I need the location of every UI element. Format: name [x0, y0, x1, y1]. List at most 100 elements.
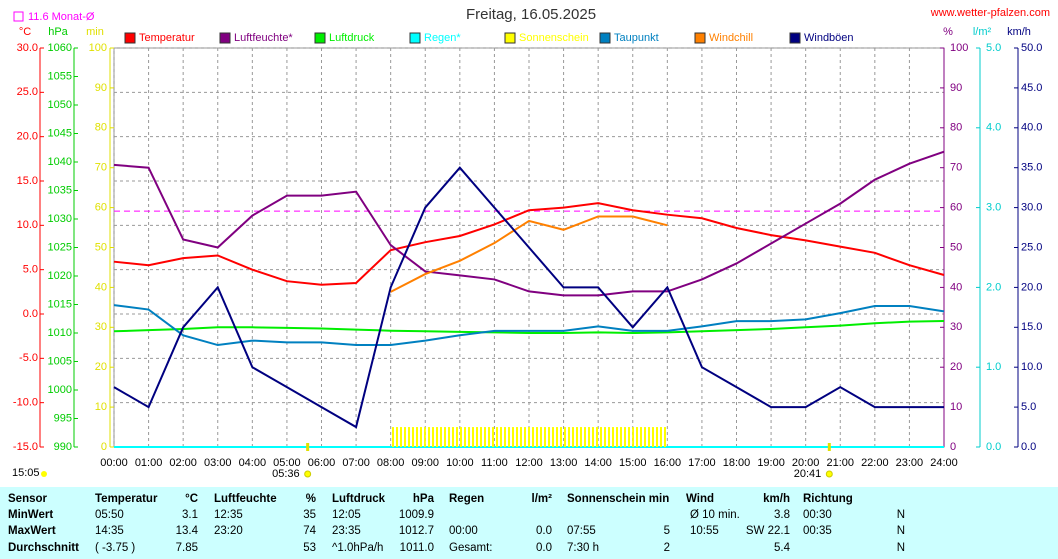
axis-unit: min: [86, 26, 104, 38]
y-tick-label: 30: [95, 321, 107, 333]
x-tick-label: 04:00: [239, 457, 267, 469]
table-header: Luftdruck: [332, 493, 386, 505]
y-tick-label: 30.0: [1021, 202, 1042, 214]
table-cell: 1009.9: [399, 509, 434, 521]
table-cell: N: [897, 542, 905, 554]
legend-swatch: [789, 32, 801, 44]
x-tick-label: 23:00: [896, 457, 924, 469]
table-cell: N: [897, 509, 905, 521]
table-cell: 35: [303, 509, 316, 521]
x-tick-label: 05:00: [273, 457, 301, 469]
y-tick-label: 20: [95, 361, 107, 373]
y-tick-label: 10.0: [17, 219, 38, 231]
y-tick-label: 5.0: [1021, 401, 1036, 413]
table-header: %: [306, 493, 316, 505]
axis-unit: l/m²: [973, 26, 992, 38]
y-tick-label: 70: [95, 162, 107, 174]
legend-swatch: [504, 32, 516, 44]
mean-legend-box: [13, 11, 24, 22]
y-tick-label: 90: [95, 82, 107, 94]
y-tick-label: -15.0: [13, 441, 38, 453]
sunshine-bar: [425, 427, 460, 447]
y-tick-label: 1030: [48, 213, 72, 225]
x-tick-label: 00:00: [100, 457, 128, 469]
x-tick-label: 07:00: [342, 457, 370, 469]
table-cell: 10:55: [690, 525, 719, 537]
sunshine-bar: [390, 427, 426, 447]
y-tick-label: 10: [95, 401, 107, 413]
legend-label: Luftdruck: [329, 32, 375, 44]
y-tick-label: 20.0: [17, 131, 38, 143]
table-cell: ( -3.75 ): [95, 542, 135, 554]
series-line: [390, 215, 668, 293]
y-tick-label: 100: [89, 42, 107, 54]
table-header: Luftfeuchte: [214, 493, 277, 505]
table-header: Wind: [686, 493, 714, 505]
y-tick-label: 25.0: [1021, 241, 1042, 253]
y-tick-label: 1015: [48, 298, 72, 310]
legend-label: Windchill: [709, 32, 753, 44]
y-tick-label: 30.0: [17, 42, 38, 54]
x-tick-label: 24:00: [930, 457, 958, 469]
y-tick-label: 1025: [48, 241, 72, 253]
table-cell: Ø 10 min.: [690, 509, 740, 521]
table-cell: 00:00: [449, 525, 478, 537]
y-tick-label: 50.0: [1021, 42, 1042, 54]
x-tick-label: 14:00: [584, 457, 612, 469]
y-tick-label: 0: [101, 441, 107, 453]
sun-icon: [825, 470, 833, 478]
table-header: °C: [185, 493, 198, 505]
y-tick-label: 2.0: [986, 281, 1001, 293]
x-tick-label: 06:00: [308, 457, 336, 469]
x-tick-label: 08:00: [377, 457, 405, 469]
axis-unit: %: [943, 26, 953, 38]
x-tick-label: 03:00: [204, 457, 232, 469]
table-cell: Gesamt:: [449, 542, 492, 554]
y-tick-label: 80: [95, 122, 107, 134]
table-cell: 1012.7: [399, 525, 434, 537]
x-tick-label: 20:00: [792, 457, 820, 469]
table-cell: 1011.0: [400, 542, 434, 554]
table-cell: 2: [664, 542, 670, 554]
table-cell: 74: [303, 525, 316, 537]
legend-label: Temperatur: [139, 32, 195, 44]
y-tick-label: 1055: [48, 70, 72, 82]
x-tick-label: 15:00: [619, 457, 647, 469]
legend-swatch: [409, 32, 421, 44]
y-tick-label: 4.0: [986, 122, 1001, 134]
y-tick-label: 1020: [48, 270, 72, 282]
y-tick-label: 90: [950, 82, 962, 94]
series-line: [113, 304, 945, 347]
y-tick-label: 0.0: [986, 441, 1001, 453]
legend-label: Regen*: [424, 32, 461, 44]
table-cell: MaxWert: [8, 525, 56, 537]
table-header: Temperatur: [95, 493, 158, 505]
sun-icon: [41, 471, 47, 477]
y-tick-label: 50: [950, 241, 962, 253]
table-header: Sonnenschein min: [567, 493, 669, 505]
y-tick-label: 40: [95, 281, 107, 293]
table-header: Regen: [449, 493, 484, 505]
y-tick-label: 10.0: [1021, 361, 1042, 373]
x-tick-label: 12:00: [515, 457, 543, 469]
y-tick-label: 100: [950, 42, 968, 54]
sunshine-bar: [632, 427, 668, 447]
sunshine-bar: [563, 427, 599, 447]
x-tick-label: 02:00: [169, 457, 197, 469]
y-tick-label: 1.0: [986, 361, 1001, 373]
x-tick-label: 22:00: [861, 457, 889, 469]
table-cell: 53: [303, 542, 316, 554]
series-line: [113, 166, 944, 429]
chart-title: Freitag, 16.05.2025: [466, 6, 596, 23]
table-cell: 3.8: [774, 509, 790, 521]
table-cell: 12:05: [332, 509, 361, 521]
y-tick-label: 35.0: [1021, 162, 1042, 174]
x-tick-label: 10:00: [446, 457, 474, 469]
y-tick-label: 3.0: [986, 202, 1001, 214]
legend-swatch: [314, 32, 326, 44]
table-cell: 23:20: [214, 525, 243, 537]
y-tick-label: 1050: [48, 99, 72, 111]
legend-swatch: [694, 32, 706, 44]
table-cell: 00:30: [803, 509, 832, 521]
axis-unit: hPa: [48, 26, 68, 38]
